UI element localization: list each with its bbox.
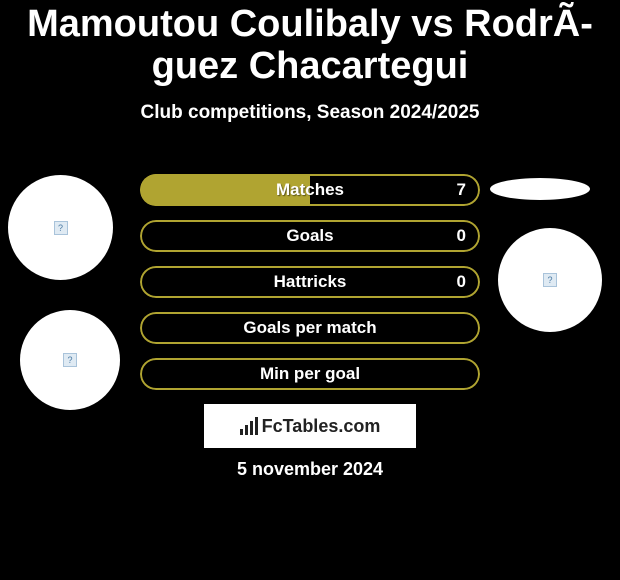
- fctables-logo: FcTables.com: [204, 404, 416, 448]
- date-text: 5 november 2024: [237, 459, 383, 479]
- stat-bar-label: Matches: [140, 174, 480, 206]
- logo-bar-segment: [250, 421, 253, 435]
- stat-bar-label: Goals: [140, 220, 480, 252]
- logo-bar-segment: [255, 417, 258, 435]
- player-left-circle-bottom: ?: [20, 310, 120, 410]
- logo-inner: FcTables.com: [240, 416, 381, 437]
- title-text: Mamoutou Coulibaly vs RodrÃ­guez Chacart…: [27, 3, 593, 87]
- logo-bars-icon: [240, 417, 258, 435]
- stat-bar-label: Goals per match: [140, 312, 480, 344]
- image-placeholder-icon: ?: [54, 221, 68, 235]
- stat-bar-row: Goals0: [140, 220, 480, 252]
- player-right-oval: [490, 178, 590, 200]
- stat-bar-row: Hattricks0: [140, 266, 480, 298]
- stat-bar-value: 0: [457, 220, 466, 252]
- logo-bar-segment: [240, 429, 243, 435]
- player-left-circle-top: ?: [8, 175, 113, 280]
- image-placeholder-icon: ?: [63, 353, 77, 367]
- image-placeholder-icon: ?: [543, 273, 557, 287]
- date-line: 5 november 2024: [0, 459, 620, 480]
- logo-text: FcTables.com: [262, 416, 381, 437]
- stat-bar-label: Hattricks: [140, 266, 480, 298]
- comparison-subtitle: Club competitions, Season 2024/2025: [0, 102, 620, 124]
- stat-bar-label: Min per goal: [140, 358, 480, 390]
- stat-bar-row: Matches7: [140, 174, 480, 206]
- stat-bar-value: 0: [457, 266, 466, 298]
- stat-bar-row: Goals per match: [140, 312, 480, 344]
- subtitle-text: Club competitions, Season 2024/2025: [141, 102, 480, 123]
- stat-bar-value: 7: [457, 174, 466, 206]
- logo-bar-segment: [245, 425, 248, 435]
- player-right-circle: ?: [498, 228, 602, 332]
- comparison-title: Mamoutou Coulibaly vs RodrÃ­guez Chacart…: [0, 0, 620, 88]
- stat-bar-row: Min per goal: [140, 358, 480, 390]
- stats-bars-area: Matches7Goals0Hattricks0Goals per matchM…: [140, 174, 480, 404]
